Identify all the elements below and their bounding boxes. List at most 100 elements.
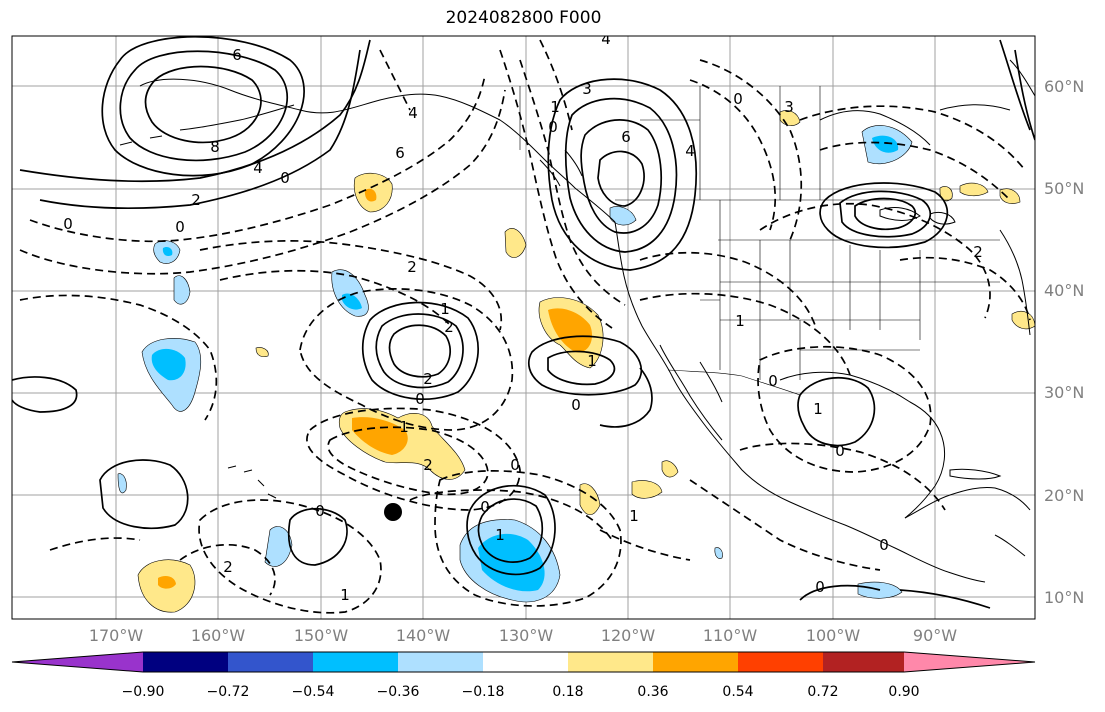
contour-dashed [327,426,489,496]
shade-patch [609,206,637,226]
shade-patch [548,308,593,353]
contour-label: 4 [253,159,263,177]
colorbar-tick-label: −0.18 [461,684,505,700]
colorbar-segment [143,652,229,672]
shade-patch [999,188,1021,204]
contour-dashed [639,251,816,326]
colorbar-tick-label: 0.72 [807,684,839,700]
contour-dashed [599,529,691,561]
contour-dashed [899,256,1031,321]
contour-dashed [299,288,514,431]
contour-dashed [759,202,991,319]
shade-patch [162,246,173,257]
colorbar-tick-label: 0.54 [722,684,754,700]
colorbar-tick-label: 0.90 [888,684,920,700]
lon-label: 160°W [190,626,246,645]
shade-patch [579,483,601,516]
contour-label: 1 [813,400,823,418]
contour-solid [597,150,645,207]
contour-label: 4 [601,30,611,48]
contour-solid [39,49,361,210]
contour-label: 1 [629,507,639,525]
coastline-great-lakes [879,207,956,225]
contours-negative [19,39,1031,614]
contour-label: 6 [232,46,242,64]
contour-label: 1 [440,300,450,318]
contour-solid [388,324,451,378]
border-canada-prov [640,86,821,200]
lat-label: 10°N [1044,588,1085,607]
contour-label: 6 [395,144,405,162]
figure-title: 2024082800 F000 [445,8,602,28]
lat-label: 40°N [1044,281,1085,300]
lon-label: 130°W [498,626,554,645]
contour-dashed [409,489,613,541]
contour-label: 0 [63,215,73,233]
contour-dashed [379,49,411,111]
contour-solid [144,65,262,144]
coastline-vancouver [539,149,583,187]
contour-solid [101,36,305,177]
contour-label: 0 [879,536,889,554]
shade-patch [504,228,527,258]
shade-patch [255,347,269,358]
coastline-alaska [139,78,616,223]
shading [117,110,1035,613]
contour-dashed [19,294,218,421]
contour-labels: 0 0 2 4 6 8 6 4 2 0 1 2 2 1 0 1 2 0 1 0 [63,30,983,604]
contour-dashed [739,442,946,511]
contour-solid [466,484,556,576]
contour-solid [799,584,991,609]
contour-dashed [819,141,1011,201]
coastline-east [999,229,1031,336]
contour-label: 1 [340,586,350,604]
colorbar-segment [823,652,905,672]
contour-solid [797,376,876,447]
contour-label: 0 [175,218,185,236]
borders [519,86,1000,396]
contour-label: 2 [423,370,433,388]
lat-label: 20°N [1044,486,1085,505]
shade-patch [173,275,191,305]
colorbar-tick-label: −0.54 [291,684,335,700]
colorbar-segment [12,652,143,672]
shade-patch [714,547,723,559]
coastline-hudson [819,104,1011,146]
contour-label: 1 [550,98,560,116]
colorbar-segment [313,652,399,672]
shade-patch [331,269,369,317]
colorbar-tick-label: 0.18 [552,684,584,700]
lon-label: 110°W [702,626,758,645]
shade-patch [1011,311,1035,330]
contour-solid [12,376,78,413]
shade-patch [631,480,663,499]
colorbar-segment [738,652,824,672]
colorbar-segment [483,652,569,672]
contour-dashed [699,59,803,241]
contour-label: 1 [495,526,505,544]
shade-patch [364,188,377,202]
contour-solid [564,97,678,253]
colorbar-tick-label: −0.36 [376,684,420,700]
contour-label: 0 [768,372,778,390]
lon-label: 170°W [88,626,144,645]
shade-patch [872,135,899,153]
contour-label: 2 [423,456,433,474]
coastline-hawaii [227,465,277,499]
contour-dashed [49,537,141,551]
contours-positive [12,36,1035,609]
contour-label: 0 [280,169,290,187]
coastline-aleutians [119,104,295,146]
contour-solid [854,197,917,231]
lat-label: 60°N [1044,77,1085,96]
colorbar-segment [568,652,654,672]
contour-solid [839,190,932,238]
colorbar-segment [398,652,484,672]
coastline-greenland [1009,59,1035,97]
coastline-gulf [779,371,946,519]
coastline-cuba [949,468,1002,480]
contour-dashed [29,74,486,243]
contour-label: 0 [415,390,425,408]
coastline-central-am [947,534,1026,583]
